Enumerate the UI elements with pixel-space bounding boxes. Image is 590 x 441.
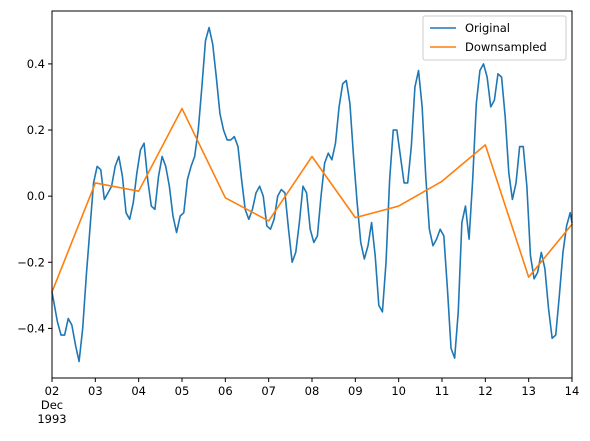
- x-tick-label: 04: [131, 384, 146, 398]
- legend-box: [422, 15, 567, 61]
- y-tick-label: 0.2: [27, 123, 45, 137]
- x-tick-label: 13: [521, 384, 536, 398]
- legend-label-original: Original: [465, 21, 510, 35]
- x-tick-label: 09: [348, 384, 363, 398]
- x-tick-sublabel: 1993: [37, 412, 66, 426]
- x-tick-label: 06: [218, 384, 233, 398]
- y-tick-label: −0.4: [17, 321, 45, 335]
- x-tick-label: 08: [305, 384, 320, 398]
- x-tick-sublabel: Dec: [41, 398, 63, 412]
- y-tick-label: 0.4: [27, 57, 45, 71]
- x-tick-label: 02: [45, 384, 60, 398]
- x-tick-label: 03: [88, 384, 103, 398]
- legend: Original Downsampled: [422, 15, 567, 61]
- y-tick-label: 0.0: [27, 189, 45, 203]
- x-tick-label: 11: [435, 384, 450, 398]
- series-layer: [51, 26, 573, 363]
- x-tick-label: 10: [391, 384, 406, 398]
- series-line-downsampled: [51, 107, 573, 293]
- y-axis: −0.4 −0.2 0.0 0.2 0.4: [17, 57, 52, 335]
- x-tick-label: 12: [478, 384, 493, 398]
- x-tick-label: 05: [175, 384, 190, 398]
- legend-label-downsampled: Downsampled: [465, 40, 547, 54]
- x-tick-label: 14: [565, 384, 580, 398]
- series-line-original: [51, 26, 573, 363]
- y-tick-label: −0.2: [17, 255, 45, 269]
- x-tick-label: 07: [261, 384, 276, 398]
